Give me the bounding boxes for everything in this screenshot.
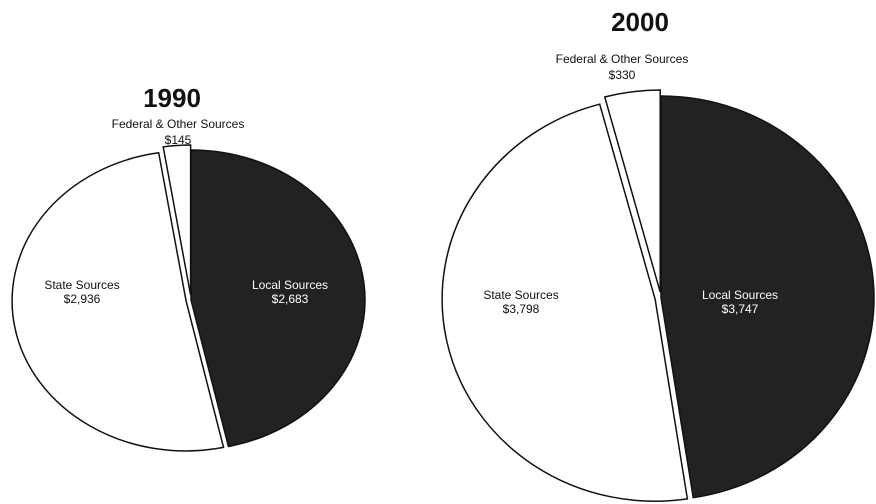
slice-value: $145	[165, 133, 192, 147]
pie-slice	[162, 144, 192, 296]
slice-value: $3,798	[503, 302, 540, 316]
slice-label: State Sources	[44, 278, 119, 292]
slice-value: $2,683	[272, 292, 309, 306]
slice-label: State Sources	[483, 288, 558, 302]
slice-label: Local Sources	[702, 288, 778, 302]
pie-slice	[603, 89, 661, 293]
chart-title: 2000	[611, 7, 669, 37]
chart-title: 1990	[143, 83, 201, 113]
pie-slice	[441, 103, 689, 502]
pie-slice	[660, 95, 875, 499]
pie-slice	[11, 151, 225, 452]
pie-slice	[190, 149, 366, 448]
slice-value: $2,936	[64, 292, 101, 306]
slice-label: Local Sources	[252, 278, 328, 292]
slice-value: $3,747	[722, 302, 759, 316]
slice-label: Federal & Other Sources	[112, 117, 245, 131]
slice-value: $330	[609, 68, 636, 82]
slice-label: Federal & Other Sources	[556, 52, 689, 66]
